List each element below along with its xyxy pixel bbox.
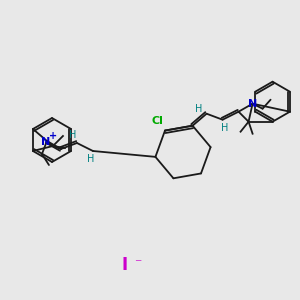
Text: N: N [41, 137, 51, 147]
Text: H: H [69, 130, 76, 140]
Text: ⁻: ⁻ [134, 257, 142, 271]
Text: H: H [195, 104, 202, 114]
Text: +: + [49, 131, 57, 141]
Text: H: H [221, 123, 228, 133]
Text: I: I [122, 256, 128, 274]
Text: H: H [87, 154, 94, 164]
Text: Cl: Cl [151, 116, 163, 126]
Text: N: N [248, 99, 257, 109]
